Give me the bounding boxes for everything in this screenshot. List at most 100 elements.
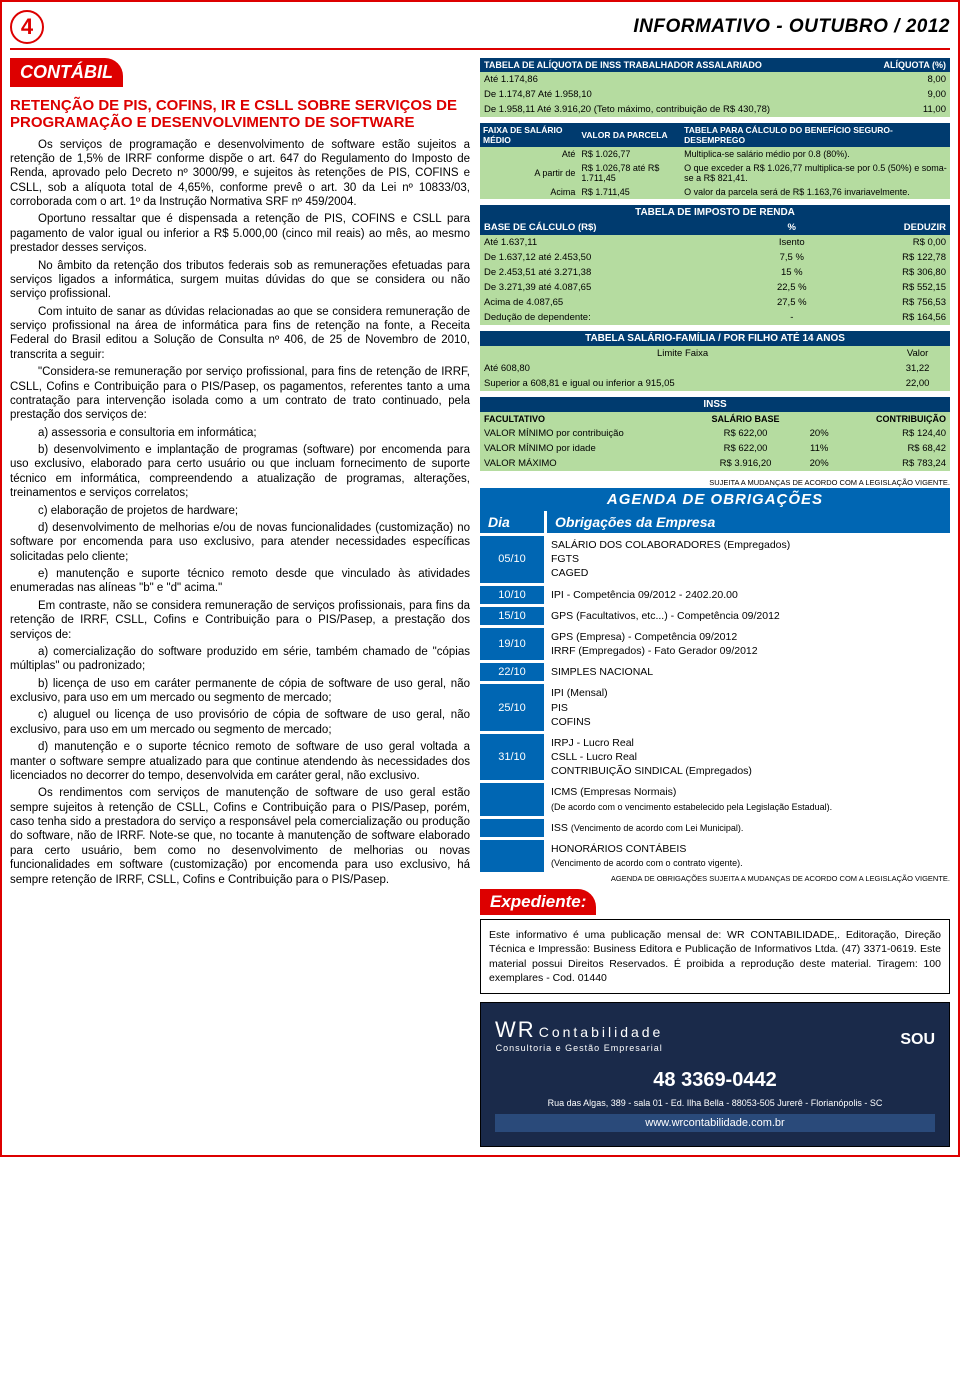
article-para: a) comercialização do software produzido… bbox=[10, 645, 470, 674]
ad-partner: SOU bbox=[900, 1031, 935, 1049]
inss-h1: TABELA DE ALÍQUOTA DE INSS TRABALHADOR A… bbox=[480, 58, 859, 72]
agenda-row: 31/10IRPJ - Lucro RealCSLL - Lucro RealC… bbox=[480, 734, 950, 781]
fam-cell: 31,22 bbox=[885, 361, 950, 376]
inss-cell: De 1.958,11 Até 3.916,20 (Teto máximo, c… bbox=[480, 102, 859, 117]
seg-cell: O que exceder a R$ 1.026,77 multiplica-s… bbox=[681, 161, 950, 185]
agenda-subheader: Dia Obrigações da Empresa bbox=[480, 511, 950, 533]
inss-cell: 8,00 bbox=[859, 72, 950, 87]
agenda-row: 10/10IPI - Competência 09/2012 - 2402.20… bbox=[480, 586, 950, 604]
seg-cell: R$ 1.026,78 até R$ 1.711,45 bbox=[578, 161, 681, 185]
seg-h0: FAIXA DE SALÁRIO MÉDIO bbox=[480, 123, 578, 147]
fam-h1: Valor bbox=[885, 346, 950, 361]
inss2-title: INSS bbox=[480, 397, 950, 412]
ad-sub: Consultoria e Gestão Empresarial bbox=[495, 1043, 663, 1053]
advertisement: WR Contabilidade Consultoria e Gestão Em… bbox=[480, 1002, 950, 1147]
i2h2 bbox=[800, 412, 839, 426]
agenda-obligation: GPS (Facultativos, etc...) - Competência… bbox=[547, 607, 950, 625]
article-para: Em contraste, não se considera remuneraç… bbox=[10, 599, 470, 642]
agenda-day: 15/10 bbox=[480, 607, 544, 625]
renda-cell: De 2.453,51 até 3.271,38 bbox=[480, 265, 750, 280]
inss2-cell: 20% bbox=[800, 426, 839, 441]
renda-cell: Acima de 4.087,65 bbox=[480, 295, 750, 310]
seguro-table: FAIXA DE SALÁRIO MÉDIOVALOR DA PARCELATA… bbox=[480, 123, 950, 199]
agenda-day bbox=[480, 840, 544, 872]
inss2-cell: R$ 622,00 bbox=[691, 426, 800, 441]
agenda-day: 10/10 bbox=[480, 586, 544, 604]
renda-cell: 15 % bbox=[750, 265, 834, 280]
renda-cell: 27,5 % bbox=[750, 295, 834, 310]
ad-logo: WR bbox=[495, 1017, 536, 1042]
seg-cell: R$ 1.026,77 bbox=[578, 147, 681, 161]
agenda-title: AGENDA DE OBRIGAÇÕES bbox=[480, 488, 950, 511]
header-title: INFORMATIVO - OUTUBRO / 2012 bbox=[52, 16, 950, 38]
renda-cell: De 1.637,12 até 2.453,50 bbox=[480, 250, 750, 265]
fam-h0: Limite Faixa bbox=[480, 346, 885, 361]
article-para: c) elaboração de projetos de hardware; bbox=[10, 504, 470, 518]
article-para: No âmbito da retenção dos tributos feder… bbox=[10, 259, 470, 302]
agenda-row: 22/10SIMPLES NACIONAL bbox=[480, 663, 950, 681]
inss2-note: SUJEITA A MUDANÇAS DE ACORDO COM A LEGIS… bbox=[480, 477, 950, 488]
agenda-day: 05/10 bbox=[480, 536, 544, 583]
article-para: c) aluguel ou licença de uso provisório … bbox=[10, 708, 470, 737]
fam-cell: Até 608,80 bbox=[480, 361, 885, 376]
agenda-day bbox=[480, 819, 544, 837]
article-para: Os rendimentos com serviços de manutençã… bbox=[10, 786, 470, 887]
renda-cell: 22,5 % bbox=[750, 280, 834, 295]
inss2-cell: VALOR MÍNIMO por idade bbox=[480, 441, 691, 456]
left-column: CONTÁBIL RETENÇÃO DE PIS, COFINS, IR E C… bbox=[10, 58, 470, 1147]
fam-title: TABELA SALÁRIO-FAMÍLIA / POR FILHO ATÉ 1… bbox=[480, 331, 950, 346]
agenda-obligation: IPI - Competência 09/2012 - 2402.20.00 bbox=[547, 586, 950, 604]
renda-cell: R$ 164,56 bbox=[834, 310, 950, 325]
renda-cell: R$ 122,78 bbox=[834, 250, 950, 265]
ad-addr: Rua das Algas, 389 - sala 01 - Ed. Ilha … bbox=[495, 1098, 935, 1108]
inss-cell: 9,00 bbox=[859, 87, 950, 102]
renda-cell: 7,5 % bbox=[750, 250, 834, 265]
inss2-table: FACULTATIVOSALÁRIO BASECONTRIBUIÇÃO VALO… bbox=[480, 412, 950, 471]
agenda-col-dia: Dia bbox=[480, 511, 544, 533]
inss2-cell: 20% bbox=[800, 456, 839, 471]
renda-cell: R$ 756,53 bbox=[834, 295, 950, 310]
page: 4 INFORMATIVO - OUTUBRO / 2012 CONTÁBIL … bbox=[0, 0, 960, 1157]
renda-cell: R$ 0,00 bbox=[834, 235, 950, 250]
ad-name: Contabilidade bbox=[539, 1024, 664, 1040]
article-para: "Considera-se remuneração por serviço pr… bbox=[10, 365, 470, 423]
expediente-title: Expediente: bbox=[480, 889, 596, 915]
seg-cell: O valor da parcela será de R$ 1.163,76 i… bbox=[681, 185, 950, 199]
agenda-obligation: IRPJ - Lucro RealCSLL - Lucro RealCONTRI… bbox=[547, 734, 950, 781]
agenda-obligation: HONORÁRIOS CONTÁBEIS(Vencimento de acord… bbox=[547, 840, 950, 872]
renda-cell: De 3.271,39 até 4.087,65 bbox=[480, 280, 750, 295]
article-para: d) desenvolvimento de melhorias e/ou de … bbox=[10, 521, 470, 564]
inss-cell: Até 1.174,86 bbox=[480, 72, 859, 87]
renda-table: BASE DE CÁLCULO (R$)%DEDUZIR Até 1.637,1… bbox=[480, 220, 950, 325]
fam-cell: 22,00 bbox=[885, 376, 950, 391]
inss-cell: 11,00 bbox=[859, 102, 950, 117]
agenda-obligation: GPS (Empresa) - Competência 09/2012IRRF … bbox=[547, 628, 950, 660]
agenda-row: 25/10IPI (Mensal)PISCOFINS bbox=[480, 684, 950, 731]
right-column: TABELA DE ALÍQUOTA DE INSS TRABALHADOR A… bbox=[480, 58, 950, 1147]
inss2-cell: R$ 68,42 bbox=[838, 441, 950, 456]
inss-table: TABELA DE ALÍQUOTA DE INSS TRABALHADOR A… bbox=[480, 58, 950, 117]
i2h0: FACULTATIVO bbox=[480, 412, 691, 426]
renda-cell: Até 1.637,11 bbox=[480, 235, 750, 250]
seg-cell: Até bbox=[480, 147, 578, 161]
article-para: Os serviços de programação e desenvolvim… bbox=[10, 138, 470, 210]
section-label: CONTÁBIL bbox=[10, 58, 123, 87]
inss-h2: ALÍQUOTA (%) bbox=[859, 58, 950, 72]
seg-cell: Acima bbox=[480, 185, 578, 199]
renda-cell: Isento bbox=[750, 235, 834, 250]
ad-site: www.wrcontabilidade.com.br bbox=[495, 1114, 935, 1132]
expediente-box: Este informativo é uma publicação mensal… bbox=[480, 919, 950, 994]
fam-table: Limite FaixaValor Até 608,8031,22Superio… bbox=[480, 346, 950, 391]
agenda-row: ISS (Vencimento de acordo com Lei Munici… bbox=[480, 819, 950, 837]
inss2-cell: VALOR MÍNIMO por contribuição bbox=[480, 426, 691, 441]
inss2-cell: R$ 124,40 bbox=[838, 426, 950, 441]
renda-cell: R$ 552,15 bbox=[834, 280, 950, 295]
agenda-row: 05/10SALÁRIO DOS COLABORADORES (Empregad… bbox=[480, 536, 950, 583]
agenda-footer: AGENDA DE OBRIGAÇÕES SUJEITA A MUDANÇAS … bbox=[480, 872, 950, 885]
article-para: d) manutenção e o suporte técnico remoto… bbox=[10, 740, 470, 783]
article-para: a) assessoria e consultoria em informáti… bbox=[10, 426, 470, 440]
inss-cell: De 1.174,87 Até 1.958,10 bbox=[480, 87, 859, 102]
agenda-row: 19/10GPS (Empresa) - Competência 09/2012… bbox=[480, 628, 950, 660]
agenda-day: 22/10 bbox=[480, 663, 544, 681]
agenda-row: HONORÁRIOS CONTÁBEIS(Vencimento de acord… bbox=[480, 840, 950, 872]
